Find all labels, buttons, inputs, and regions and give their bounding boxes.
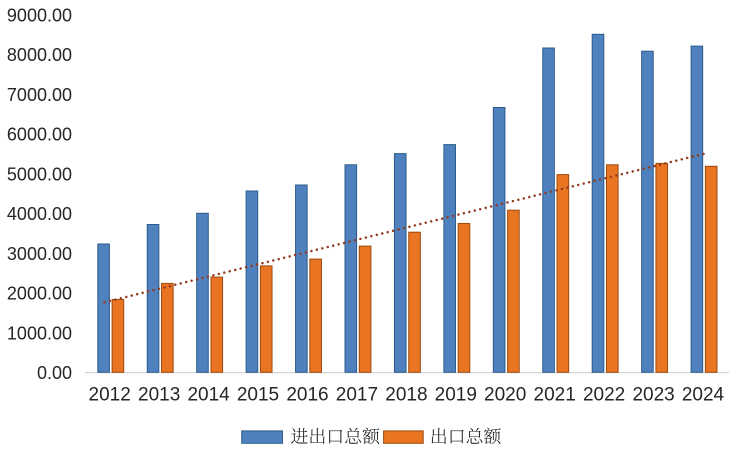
- svg-text:2023: 2023: [632, 385, 674, 406]
- svg-text:1000.00: 1000.00: [7, 323, 72, 343]
- svg-text:2015: 2015: [237, 385, 279, 406]
- svg-text:2024: 2024: [682, 385, 725, 406]
- svg-text:3000.00: 3000.00: [7, 244, 72, 264]
- svg-text:2000.00: 2000.00: [7, 284, 72, 304]
- svg-text:2021: 2021: [534, 385, 576, 406]
- svg-text:2014: 2014: [187, 385, 230, 406]
- svg-text:2012: 2012: [89, 385, 131, 406]
- svg-text:6000.00: 6000.00: [7, 125, 72, 145]
- svg-text:8000.00: 8000.00: [7, 45, 72, 65]
- svg-text:2020: 2020: [484, 385, 526, 406]
- svg-text:0.00: 0.00: [37, 363, 72, 383]
- svg-text:2018: 2018: [385, 385, 427, 406]
- svg-text:5000.00: 5000.00: [7, 164, 72, 184]
- svg-text:4000.00: 4000.00: [7, 204, 72, 224]
- svg-text:9000.00: 9000.00: [7, 6, 72, 26]
- svg-text:2013: 2013: [138, 385, 180, 406]
- svg-text:2022: 2022: [583, 385, 625, 406]
- svg-text:7000.00: 7000.00: [7, 85, 72, 105]
- svg-text:2019: 2019: [435, 385, 477, 406]
- svg-text:2016: 2016: [286, 385, 328, 406]
- svg-text:2017: 2017: [336, 385, 378, 406]
